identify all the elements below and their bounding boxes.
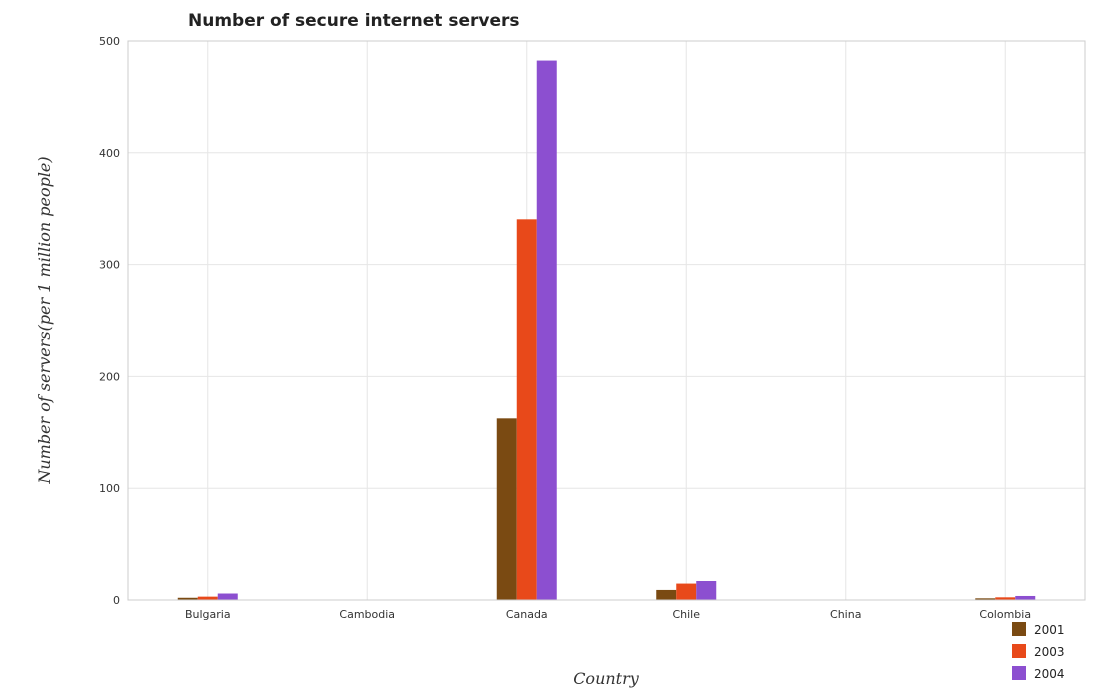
x-axis-ticks: Bulgaria Cambodia Canada Chile China Colombia xyxy=(185,608,1031,621)
bar-2001-colombia xyxy=(975,598,996,600)
y-tick-label: 300 xyxy=(99,259,120,272)
y-tick-label: 0 xyxy=(113,594,120,607)
bar-2003-chile xyxy=(676,583,697,600)
bar-2003-bulgaria xyxy=(197,596,218,600)
y-tick-label: 400 xyxy=(99,147,120,160)
x-tick-label: Colombia xyxy=(979,608,1031,621)
x-tick-label: Bulgaria xyxy=(185,608,231,621)
legend-swatch-2004 xyxy=(1012,666,1026,680)
bar-2001-chile xyxy=(656,589,677,600)
y-axis-ticks: 0 100 200 300 400 500 xyxy=(99,35,120,607)
legend: 2001 2003 2004 xyxy=(1012,622,1065,681)
chart-title: Number of secure internet servers xyxy=(188,11,520,31)
x-axis-label: Country xyxy=(573,669,640,688)
bar-2001-canada xyxy=(496,418,517,600)
legend-swatch-2001 xyxy=(1012,622,1026,636)
x-tick-label: Cambodia xyxy=(339,608,395,621)
x-tick-label: Canada xyxy=(506,608,548,621)
y-tick-label: 100 xyxy=(99,482,120,495)
legend-label-2003: 2003 xyxy=(1034,645,1065,659)
y-tick-label: 500 xyxy=(99,35,120,48)
bar-2004-bulgaria xyxy=(217,593,238,600)
bar-2003-colombia xyxy=(995,597,1016,600)
bar-2004-chile xyxy=(696,580,717,600)
bar-2004-colombia xyxy=(1015,595,1036,600)
legend-swatch-2003 xyxy=(1012,644,1026,658)
plot-frame xyxy=(127,40,1086,601)
bar-2003-canada xyxy=(516,219,537,601)
y-axis-label: Number of servers(per 1 million people) xyxy=(35,156,54,484)
y-tick-label: 200 xyxy=(99,370,120,383)
bar-2001-bulgaria xyxy=(177,597,198,600)
x-tick-label: Chile xyxy=(672,608,700,621)
legend-label-2001: 2001 xyxy=(1034,623,1065,637)
x-tick-label: China xyxy=(830,608,861,621)
bar-2004-canada xyxy=(536,60,557,600)
grid-lines xyxy=(128,40,1085,601)
legend-label-2004: 2004 xyxy=(1034,667,1065,681)
bars xyxy=(177,60,1036,601)
